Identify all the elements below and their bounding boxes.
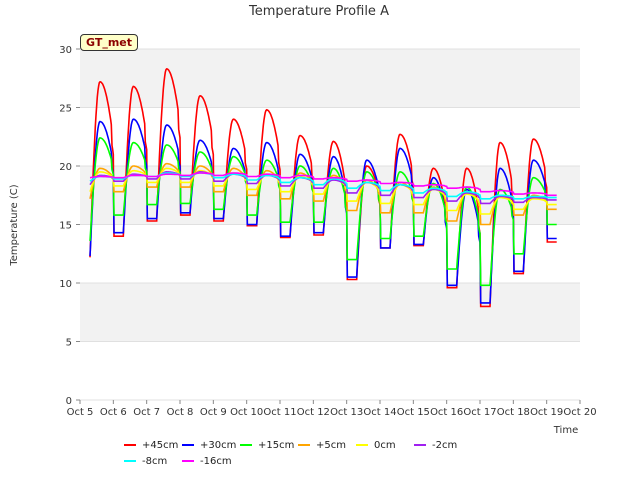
series-line-2cm xyxy=(89,170,557,205)
legend-label: +15cm xyxy=(258,439,295,451)
y-tick-label: 20 xyxy=(59,162,72,173)
legend-swatch xyxy=(182,460,194,462)
x-tick-label: Oct 7 xyxy=(133,407,160,418)
x-tick-label: Oct 12 xyxy=(297,407,330,418)
legend-label: +45cm xyxy=(142,439,179,451)
y-axis-ticks: 0 5 10 15 20 25 30 xyxy=(59,45,80,407)
legend-item: +45cm xyxy=(124,438,178,452)
x-tick-label: Oct 13 xyxy=(330,407,363,418)
legend-label: -2cm xyxy=(432,439,458,451)
x-tick-label: Oct 10 xyxy=(230,407,263,418)
legend-swatch xyxy=(414,444,426,446)
x-axis-ticks: Oct 5 Oct 6 Oct 7 Oct 8 Oct 9 Oct 10 Oct 11 Oct… xyxy=(67,400,597,418)
y-tick-label: 30 xyxy=(59,45,72,56)
legend-swatch xyxy=(240,444,252,446)
y-tick-label: 0 xyxy=(66,396,72,407)
x-tick-label: Oct 11 xyxy=(263,407,296,418)
y-tick-label: 10 xyxy=(59,279,72,290)
legend-item: 0cm xyxy=(356,438,396,452)
legend-swatch xyxy=(124,444,136,446)
grid-band xyxy=(80,224,580,283)
legend-label: -16cm xyxy=(200,455,232,467)
background-bands xyxy=(80,48,580,401)
series-line-0cm xyxy=(89,167,557,215)
chart-title: Temperature Profile A xyxy=(248,4,389,19)
y-tick-label: 5 xyxy=(66,338,72,349)
legend-item: -2cm xyxy=(414,438,457,452)
y-tick-label: 25 xyxy=(59,104,72,115)
x-tick-label: Oct 9 xyxy=(200,407,227,418)
series-line-30cm xyxy=(89,118,557,304)
x-tick-label: Oct 5 xyxy=(67,407,94,418)
legend-item: +15cm xyxy=(240,438,294,452)
legend-swatch xyxy=(356,444,368,446)
x-tick-label: Oct 6 xyxy=(100,407,127,418)
legend-label: -8cm xyxy=(142,455,168,467)
legend-item: -16cm xyxy=(182,454,232,468)
series-line-15cm xyxy=(89,137,557,287)
legend-label: +30cm xyxy=(200,439,237,451)
legend-swatch xyxy=(124,460,136,462)
x-axis-label: Time xyxy=(553,425,578,436)
y-axis-label: Temperature (C) xyxy=(9,184,20,266)
series-line-16cm xyxy=(89,172,557,197)
x-tick-label: Oct 14 xyxy=(363,407,396,418)
legend-swatch xyxy=(182,444,194,446)
legend-item: -8cm xyxy=(124,454,167,468)
x-tick-label: Oct 15 xyxy=(397,407,430,418)
x-tick-label: Oct 16 xyxy=(430,407,463,418)
site-badge: GT_met xyxy=(80,34,139,51)
x-tick-label: Oct 20 xyxy=(563,407,596,418)
series-line-8cm xyxy=(89,172,557,200)
x-tick-label: Oct 8 xyxy=(167,407,194,418)
legend-swatch xyxy=(298,444,310,446)
series-line-5cm xyxy=(89,162,557,226)
legend-item: +30cm xyxy=(182,438,236,452)
grid-band xyxy=(80,49,580,108)
x-tick-label: Oct 17 xyxy=(463,407,496,418)
x-tick-label: Oct 18 xyxy=(497,407,530,418)
y-tick-label: 15 xyxy=(59,221,72,232)
legend-label: +5cm xyxy=(316,439,346,451)
grid-band xyxy=(80,341,580,400)
x-tick-label: Oct 19 xyxy=(530,407,563,418)
grid-band xyxy=(80,283,580,342)
legend-label: 0cm xyxy=(374,439,396,451)
legend-item: +5cm xyxy=(298,438,346,452)
series-lines xyxy=(89,68,557,308)
